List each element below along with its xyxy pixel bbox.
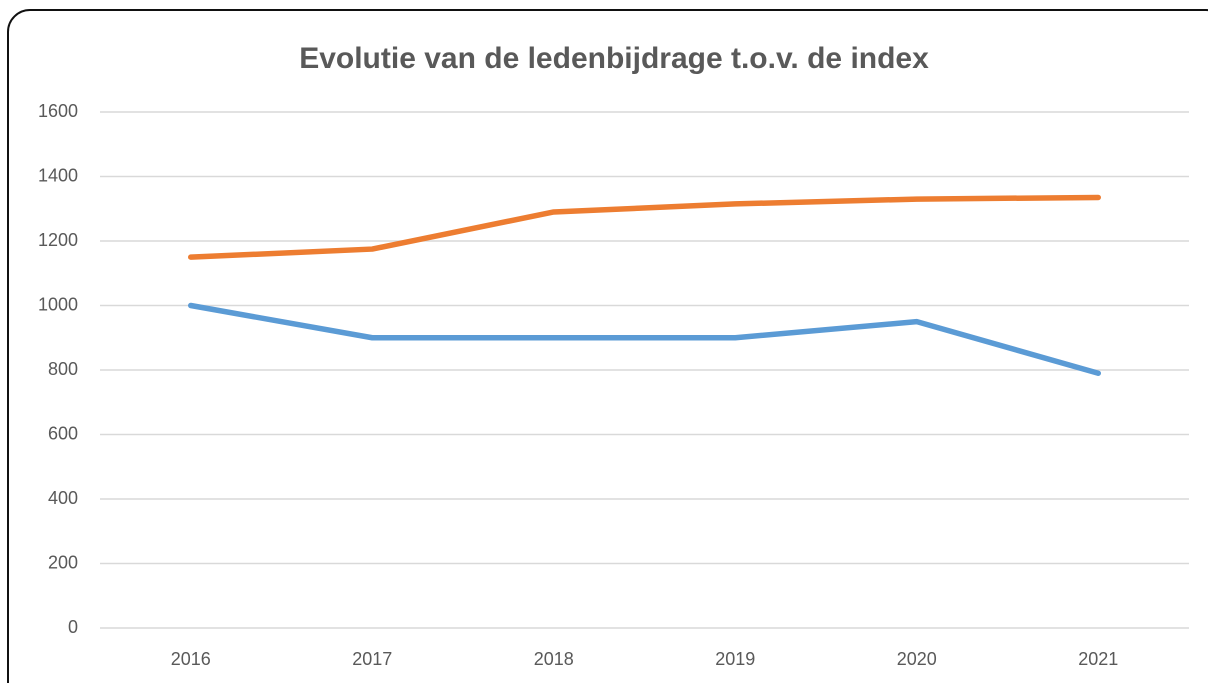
y-tick-label: 600 — [48, 423, 78, 443]
x-tick-label: 2016 — [171, 649, 211, 669]
y-tick-label: 1400 — [38, 165, 78, 185]
y-tick-label: 200 — [48, 552, 78, 572]
y-tick-label: 1200 — [38, 230, 78, 250]
line-series — [188, 194, 1101, 260]
y-tick-label: 1600 — [38, 101, 78, 121]
y-tick-label: 1000 — [38, 294, 78, 314]
chart-title: Evolutie van de ledenbijdrage t.o.v. de … — [299, 42, 929, 75]
x-tick-label: 2019 — [715, 649, 755, 669]
y-tick-label: 800 — [48, 359, 78, 379]
x-tick-label: 2021 — [1078, 649, 1118, 669]
chart-frame — [7, 9, 1208, 683]
line-series — [188, 302, 1101, 376]
y-tick-label: 0 — [68, 617, 78, 637]
x-tick-label: 2020 — [897, 649, 937, 669]
y-tick-label: 400 — [48, 488, 78, 508]
x-tick-label: 2017 — [352, 649, 392, 669]
x-tick-label: 2018 — [534, 649, 574, 669]
